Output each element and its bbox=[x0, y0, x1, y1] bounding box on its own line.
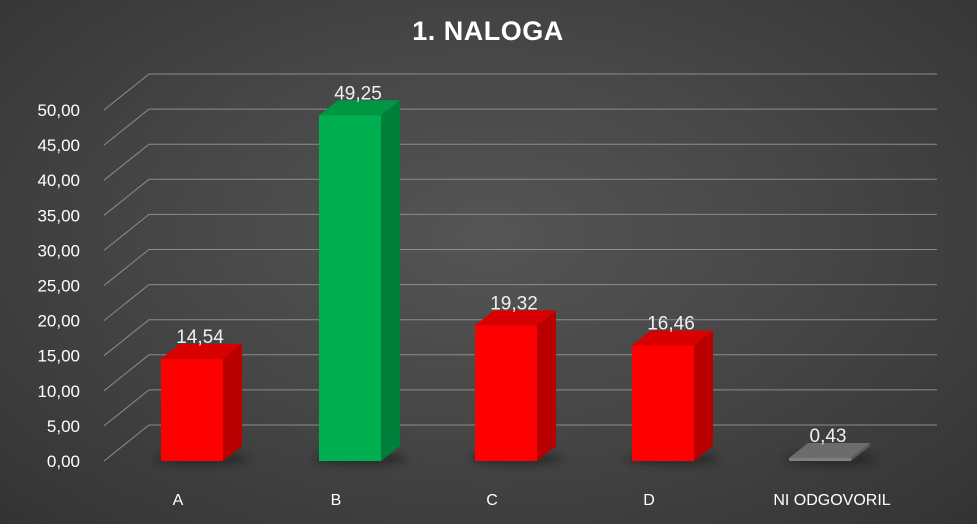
bar-side bbox=[537, 310, 556, 461]
y-tick-label: 10,00 bbox=[37, 382, 80, 401]
gridline bbox=[103, 249, 937, 286]
gridline bbox=[103, 319, 937, 357]
bar bbox=[469, 310, 563, 466]
bar-front bbox=[161, 358, 223, 461]
y-tick-label: 5,00 bbox=[47, 417, 80, 436]
bar-side bbox=[851, 442, 870, 461]
y-tick-label: 0,00 bbox=[47, 452, 80, 471]
bar-side bbox=[223, 343, 242, 461]
chart-title: 1. NALOGA bbox=[412, 16, 564, 46]
x-axis-categories: A B C D NI ODGOVORIL bbox=[173, 492, 891, 509]
gridline bbox=[103, 143, 937, 181]
y-tick-label: 50,00 bbox=[37, 101, 80, 120]
y-tick-label: 35,00 bbox=[37, 206, 80, 225]
y-tick-label: 40,00 bbox=[37, 171, 80, 190]
y-tick-label: 25,00 bbox=[37, 277, 80, 296]
gridline bbox=[103, 73, 937, 111]
gridline bbox=[103, 108, 937, 146]
bar-front bbox=[319, 115, 381, 461]
bar bbox=[783, 442, 877, 466]
x-category-label: NI ODGOVORIL bbox=[773, 492, 890, 509]
bar-top bbox=[161, 343, 242, 359]
data-label: 0,43 bbox=[810, 426, 847, 447]
bar-top bbox=[632, 330, 713, 346]
bar bbox=[626, 330, 720, 466]
bar-top bbox=[789, 442, 870, 458]
y-axis-ticks: 0,00 5,00 10,00 15,00 20,00 25,00 30,00 35,00 40… bbox=[37, 101, 80, 471]
bar-front bbox=[789, 457, 851, 461]
x-category-label: B bbox=[331, 492, 342, 509]
data-label: 19,32 bbox=[490, 293, 538, 314]
x-category-label: A bbox=[173, 492, 184, 509]
data-label: 49,25 bbox=[334, 83, 382, 104]
bar bbox=[313, 100, 407, 466]
bar-top bbox=[475, 310, 556, 326]
y-tick-label: 45,00 bbox=[37, 136, 80, 155]
data-label: 16,46 bbox=[647, 313, 695, 334]
bars bbox=[155, 100, 877, 466]
bar-side bbox=[381, 100, 400, 461]
gridline bbox=[103, 213, 937, 251]
y-tick-label: 20,00 bbox=[37, 312, 80, 331]
bar-top bbox=[319, 100, 400, 116]
y-tick-label: 15,00 bbox=[37, 347, 80, 366]
data-labels: 14,54 49,25 19,32 16,46 0,43 bbox=[176, 83, 846, 447]
x-category-label: C bbox=[486, 492, 498, 509]
y-tick-label: 30,00 bbox=[37, 241, 80, 260]
gridline bbox=[103, 284, 937, 321]
bar bbox=[155, 343, 249, 466]
gridline bbox=[103, 178, 937, 216]
bar-front bbox=[632, 345, 694, 461]
bar-front bbox=[475, 325, 537, 461]
gridlines bbox=[103, 73, 937, 462]
bar-side bbox=[694, 330, 713, 461]
data-label: 14,54 bbox=[176, 327, 224, 348]
x-category-label: D bbox=[643, 492, 655, 509]
